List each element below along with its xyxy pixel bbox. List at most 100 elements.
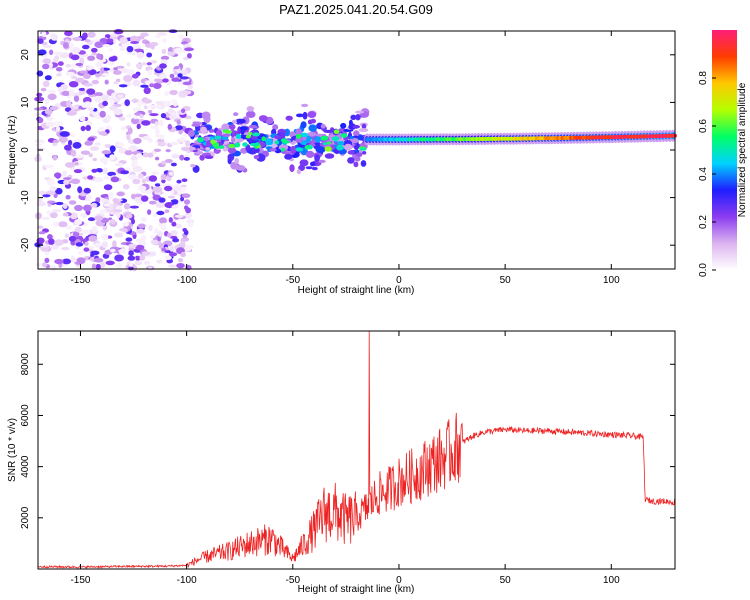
heatmap-cell bbox=[83, 73, 91, 80]
spectrogram-x-ticks: -150 -100 -50 0 50 100 bbox=[70, 31, 620, 286]
heatmap-cell bbox=[54, 172, 62, 178]
heatmap-cell bbox=[44, 251, 50, 256]
heatmap-cell bbox=[155, 156, 160, 161]
heatmap-cell bbox=[150, 235, 156, 239]
heatmap-cell bbox=[183, 199, 191, 205]
heatmap-cell bbox=[87, 245, 95, 250]
heatmap-cell bbox=[84, 141, 93, 146]
heatmap-cell bbox=[164, 185, 173, 192]
heatmap-cell bbox=[248, 132, 253, 135]
heatmap-cell bbox=[168, 114, 178, 120]
heatmap-cell bbox=[84, 101, 92, 107]
heatmap-cell bbox=[320, 135, 329, 141]
heatmap-cell bbox=[353, 130, 360, 137]
heatmap-cell bbox=[100, 261, 106, 269]
heatmap-cell bbox=[150, 44, 155, 50]
heatmap-cell bbox=[224, 130, 233, 134]
heatmap-cell bbox=[154, 228, 159, 235]
heatmap-cell bbox=[154, 121, 159, 126]
heatmap-cell bbox=[67, 139, 73, 146]
x-tick-label: -50 bbox=[286, 575, 301, 586]
heatmap-cell bbox=[167, 232, 172, 238]
heatmap-cell bbox=[91, 110, 100, 117]
heatmap-cell bbox=[355, 114, 361, 121]
heatmap-cell bbox=[36, 237, 45, 244]
heatmap-cell bbox=[174, 214, 184, 218]
heatmap-cell bbox=[184, 212, 192, 219]
heatmap-cell bbox=[55, 125, 61, 132]
x-tick-label: 0 bbox=[396, 575, 402, 586]
heatmap-cell bbox=[181, 193, 191, 198]
heatmap-cell bbox=[77, 250, 85, 255]
heatmap-cell bbox=[353, 144, 359, 150]
heatmap-cell bbox=[57, 61, 64, 66]
heatmap-cell bbox=[70, 63, 76, 70]
heatmap-cell bbox=[99, 157, 109, 163]
heatmap-cell bbox=[62, 212, 69, 217]
heatmap-cell bbox=[159, 73, 167, 80]
heatmap-cell bbox=[128, 145, 138, 152]
heatmap-cell bbox=[264, 138, 274, 146]
heatmap-cell bbox=[66, 100, 72, 107]
heatmap-cell bbox=[135, 244, 145, 251]
heatmap-cell bbox=[231, 119, 238, 124]
heatmap-cell bbox=[354, 156, 361, 162]
heatmap-cell bbox=[185, 140, 191, 147]
heatmap-cell bbox=[147, 209, 152, 216]
x-tick-label: 100 bbox=[603, 275, 620, 286]
heatmap-cell bbox=[156, 80, 164, 84]
heatmap-cell bbox=[90, 146, 100, 151]
heatmap-cell bbox=[164, 159, 173, 163]
colorbar-label: Normalized spectral amplitude bbox=[737, 82, 748, 217]
heatmap-cell bbox=[184, 47, 194, 52]
heatmap-cell bbox=[159, 63, 167, 69]
heatmap-cell bbox=[94, 41, 104, 48]
heatmap-cell bbox=[161, 222, 166, 229]
heatmap-cell bbox=[131, 98, 139, 103]
snr-frame bbox=[37, 330, 676, 570]
heatmap-cell bbox=[130, 155, 138, 162]
heatmap-cell bbox=[116, 65, 125, 69]
heatmap-cell bbox=[72, 142, 82, 149]
heatmap-cell bbox=[116, 211, 121, 219]
heatmap-cell bbox=[74, 219, 82, 226]
heatmap-cell bbox=[36, 92, 43, 97]
heatmap-cell bbox=[126, 133, 131, 141]
heatmap-cell bbox=[149, 113, 159, 117]
heatmap-cell bbox=[86, 66, 93, 71]
heatmap-cell bbox=[122, 184, 130, 190]
x-tick-label: 50 bbox=[500, 275, 512, 286]
heatmap-cell bbox=[336, 145, 344, 151]
heatmap-cell bbox=[49, 106, 59, 111]
heatmap-cell bbox=[85, 125, 91, 131]
heatmap-cell bbox=[189, 146, 196, 151]
heatmap-cell bbox=[109, 68, 114, 73]
heatmap-cell bbox=[50, 244, 59, 250]
heatmap-cell bbox=[143, 87, 151, 95]
heatmap-cell bbox=[149, 83, 155, 88]
heatmap-cell bbox=[157, 142, 166, 147]
heatmap-cell bbox=[124, 150, 133, 156]
heatmap-cell bbox=[300, 121, 307, 129]
heatmap-cell bbox=[93, 95, 102, 103]
heatmap-cell bbox=[173, 66, 180, 70]
heatmap-cell bbox=[136, 153, 143, 159]
heatmap-cell bbox=[45, 122, 55, 127]
heatmap-cell bbox=[167, 108, 174, 115]
heatmap-cell bbox=[54, 258, 64, 265]
heatmap-cell bbox=[204, 155, 214, 159]
heatmap-cell bbox=[361, 123, 367, 130]
colorbar-tick-label: 0.6 bbox=[698, 119, 709, 133]
heatmap-cell bbox=[82, 44, 90, 50]
heatmap-cell bbox=[295, 147, 304, 152]
heatmap-cell bbox=[234, 158, 240, 164]
heatmap-cell bbox=[182, 228, 188, 232]
heatmap-cell bbox=[140, 32, 149, 37]
heatmap-cell bbox=[109, 99, 115, 106]
heatmap-cell bbox=[110, 248, 116, 253]
heatmap-cell bbox=[358, 128, 369, 133]
heatmap-cell bbox=[83, 83, 93, 87]
spectrogram-x-label: Height of straight line (km) bbox=[298, 285, 415, 296]
heatmap-cell bbox=[174, 186, 182, 192]
heatmap-cell bbox=[80, 150, 90, 155]
